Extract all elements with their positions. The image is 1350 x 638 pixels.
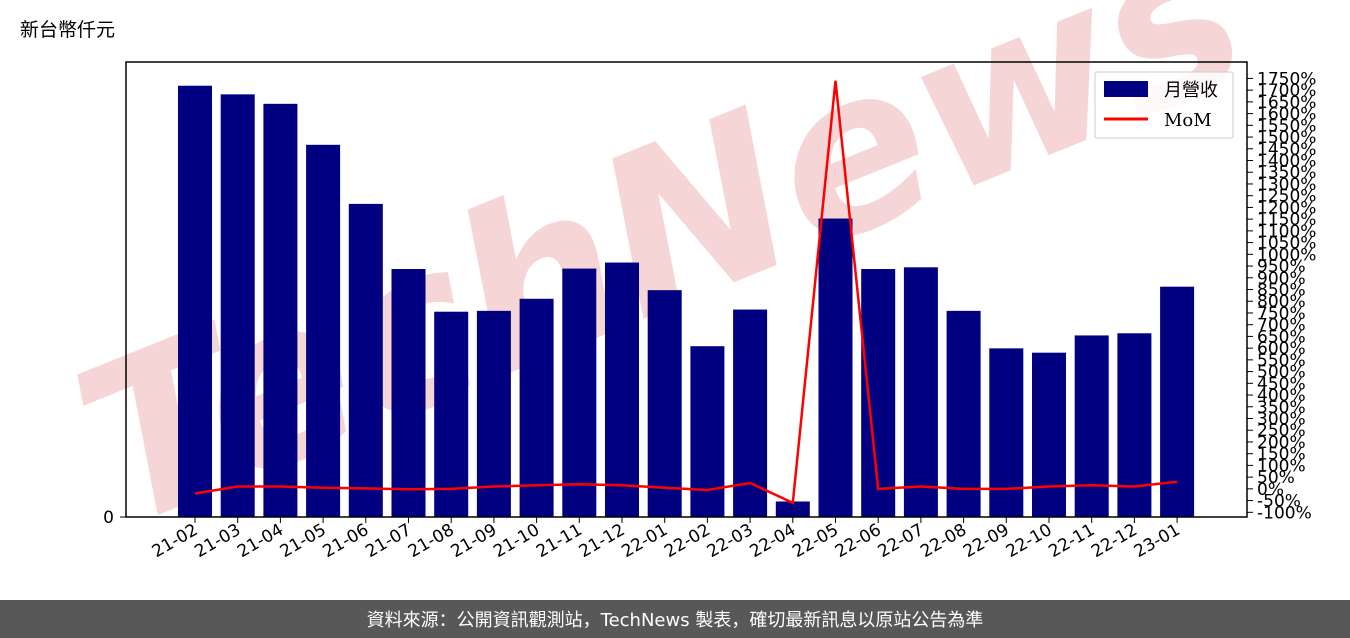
y-right-tick-label: 1300%	[1257, 175, 1316, 195]
source-footer: 資料來源：公開資訊觀測站，TechNews 製表，確切最新訊息以原站公告為準	[0, 600, 1350, 638]
x-tick-label-22-09: 22-09	[960, 520, 1013, 562]
bar-21-05	[306, 144, 341, 517]
y-right-tick-label: 50%	[1257, 468, 1295, 488]
y-right-tick-label: 600%	[1257, 339, 1306, 359]
y-right-tick-label: 300%	[1257, 409, 1306, 429]
x-tick-label-21-08: 21-08	[405, 520, 458, 562]
legend-label-revenue: 月營收	[1164, 80, 1218, 101]
y-right-tick-label: 1750%	[1257, 69, 1316, 89]
bar-21-02	[178, 85, 212, 517]
legend: 月營收 MoM	[1094, 71, 1234, 139]
y-right-tick-label: -50%	[1257, 492, 1301, 512]
revenue-chart: TechNews 21-0221-0321-0421-0521-0621-072…	[45, 0, 1316, 578]
bar-21-08	[434, 311, 469, 517]
bar-21-07	[391, 269, 426, 517]
y-right-tick-label: 1600%	[1257, 105, 1316, 125]
x-tick-label-22-10: 22-10	[1003, 520, 1056, 562]
bar-22-12	[1117, 333, 1152, 517]
y-right-tick-label: 1050%	[1257, 234, 1316, 254]
legend-label-mom: MoM	[1164, 110, 1212, 131]
bar-23-01	[1160, 286, 1195, 517]
x-tick-label-21-12: 21-12	[576, 520, 629, 562]
y-right-tick-label: 350%	[1257, 398, 1306, 418]
bar-21-03	[220, 94, 255, 517]
x-tick-label-22-04: 22-04	[747, 520, 800, 562]
bar-21-11	[562, 268, 597, 517]
x-tick-label-21-05: 21-05	[277, 520, 330, 562]
y-right-tick-label: 1650%	[1257, 93, 1316, 113]
bar-series	[178, 85, 1195, 518]
bar-21-09	[476, 310, 511, 517]
x-tick-label-22-02: 22-02	[661, 520, 714, 562]
y-axis-left: 0	[103, 508, 126, 528]
y-axis-right: -100%-50%0%50%100%150%200%250%300%350%40…	[1247, 69, 1316, 523]
unit-label: 新台幣仟元	[20, 19, 116, 41]
bar-22-05	[818, 218, 853, 517]
y-left-tick-label: 0	[103, 508, 114, 528]
y-right-tick-label: 850%	[1257, 281, 1306, 301]
y-right-tick-label: 400%	[1257, 386, 1306, 406]
x-tick-label-22-07: 22-07	[875, 520, 928, 562]
y-right-tick-label: 250%	[1257, 421, 1306, 441]
x-tick-label-22-06: 22-06	[832, 520, 885, 562]
y-right-tick-label: 1350%	[1257, 163, 1316, 183]
bar-21-04	[263, 103, 298, 518]
bar-22-07	[903, 267, 938, 517]
x-tick-label-22-12: 22-12	[1088, 520, 1141, 562]
bar-21-06	[348, 203, 383, 517]
y-right-tick-label: 1700%	[1257, 81, 1316, 101]
bar-22-09	[989, 348, 1024, 517]
mom-line	[194, 80, 1178, 505]
y-right-tick-label: 800%	[1257, 292, 1306, 312]
bar-22-01	[647, 290, 682, 517]
x-tick-label-22-01: 22-01	[618, 520, 671, 562]
bar-22-10	[1032, 352, 1066, 517]
y-right-tick-label: 1000%	[1257, 245, 1316, 265]
y-right-tick-label: 1150%	[1257, 210, 1316, 230]
x-tick-label-21-07: 21-07	[362, 520, 415, 562]
y-right-tick-label: 0%	[1257, 480, 1284, 500]
y-right-tick-label: 1100%	[1257, 222, 1316, 242]
bar-22-08	[946, 310, 981, 517]
y-right-tick-label: 450%	[1257, 374, 1306, 394]
x-tick-label-22-08: 22-08	[917, 520, 970, 562]
y-right-tick-label: 1550%	[1257, 116, 1316, 136]
y-right-tick-label: 200%	[1257, 433, 1306, 453]
bar-22-11	[1074, 335, 1109, 517]
x-tick-label-21-09: 21-09	[448, 520, 501, 562]
y-right-tick-label: 550%	[1257, 351, 1306, 371]
y-right-tick-label: 900%	[1257, 269, 1306, 289]
footer-text: 資料來源：公開資訊觀測站，TechNews 製表，確切最新訊息以原站公告為準	[366, 610, 984, 631]
y-right-tick-label: 1250%	[1257, 187, 1316, 207]
x-axis: 21-0221-0321-0421-0521-0621-0721-0821-09…	[149, 517, 1184, 562]
y-right-tick-label: 950%	[1257, 257, 1306, 277]
x-tick-label-22-05: 22-05	[789, 520, 842, 562]
y-right-tick-label: 1450%	[1257, 140, 1316, 160]
x-tick-label-21-06: 21-06	[320, 520, 373, 562]
x-tick-label-21-11: 21-11	[533, 520, 586, 562]
bar-21-10	[519, 298, 554, 517]
x-tick-label-23-01: 23-01	[1131, 520, 1184, 562]
line-series	[194, 80, 1178, 505]
bar-21-12	[605, 262, 639, 517]
y-right-tick-label: 1400%	[1257, 152, 1316, 172]
y-right-tick-label: 700%	[1257, 316, 1306, 336]
y-right-tick-label: 650%	[1257, 327, 1306, 347]
y-right-tick-label: 100%	[1257, 456, 1306, 476]
bar-22-04	[775, 501, 810, 517]
x-tick-label-22-03: 22-03	[704, 520, 757, 562]
y-right-tick-label: 1200%	[1257, 198, 1316, 218]
y-right-tick-label: -100%	[1257, 503, 1312, 523]
x-tick-label-22-11: 22-11	[1045, 520, 1098, 562]
y-right-tick-label: 150%	[1257, 445, 1306, 465]
bar-22-06	[861, 269, 896, 517]
bar-22-02	[690, 346, 725, 517]
y-right-tick-label: 750%	[1257, 304, 1306, 324]
x-tick-label-21-10: 21-10	[490, 520, 543, 562]
legend-bar-swatch	[1104, 81, 1148, 97]
y-right-tick-label: 500%	[1257, 363, 1306, 383]
y-right-tick-label: 1500%	[1257, 128, 1316, 148]
